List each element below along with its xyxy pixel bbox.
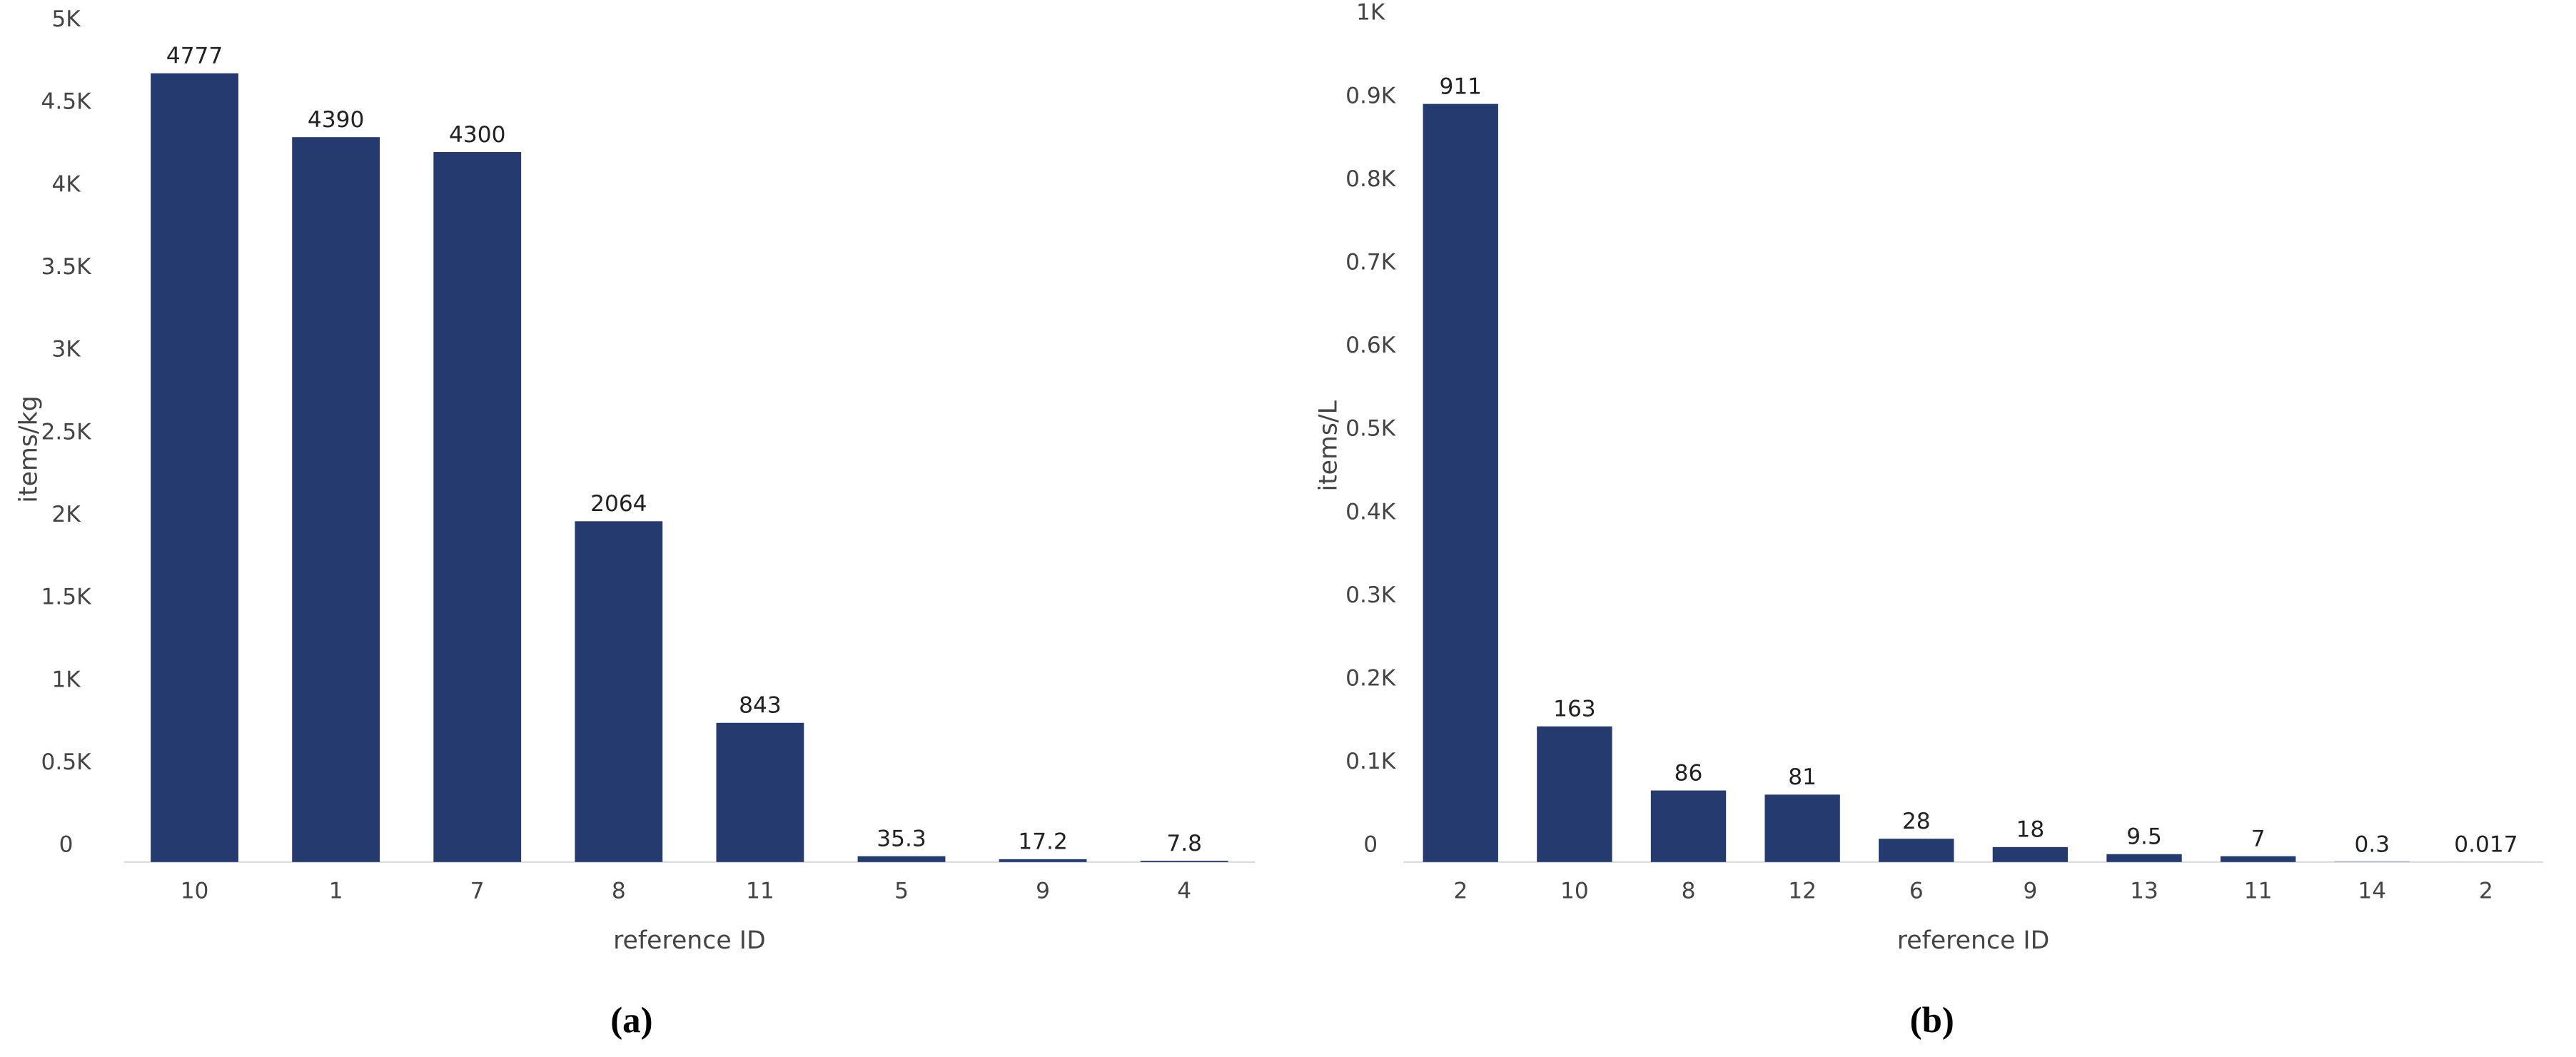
y-tick-label: 1.5K xyxy=(41,585,92,610)
y-tick-label: 4.5K xyxy=(41,89,92,115)
bar xyxy=(1650,790,1727,862)
bar xyxy=(716,722,804,862)
value-label: 163 xyxy=(1553,697,1596,722)
y-tick-label: 2K xyxy=(51,502,81,527)
value-label: 18 xyxy=(2016,817,2045,843)
y-tick-label: 1K xyxy=(1356,0,1386,26)
x-tick-label: 14 xyxy=(2358,878,2386,904)
bar xyxy=(857,856,946,862)
bar xyxy=(1537,726,1612,862)
value-label: 81 xyxy=(1788,764,1817,790)
value-label: 7.8 xyxy=(1166,831,1202,856)
y-tick-label: 0.5K xyxy=(41,749,92,775)
x-tick-label: 5 xyxy=(894,878,909,904)
y-axis-title: items/L xyxy=(1314,400,1343,491)
value-label: 0.017 xyxy=(2454,832,2517,858)
bar xyxy=(2220,856,2296,862)
x-tick-label: 1 xyxy=(329,878,343,904)
x-tick-label: 10 xyxy=(181,878,209,904)
x-tick-label: 13 xyxy=(2130,878,2158,904)
x-tick-label: 4 xyxy=(1177,878,1191,904)
x-tick-label: 2 xyxy=(1453,878,1468,904)
y-tick-label: 3.5K xyxy=(41,254,92,280)
x-tick-label: 10 xyxy=(1560,878,1589,904)
value-label: 4777 xyxy=(166,44,223,69)
value-label: 0.3 xyxy=(2354,831,2390,857)
value-label: 9.5 xyxy=(2126,824,2162,850)
y-axis-title: items/kg xyxy=(15,395,44,502)
bar xyxy=(1140,861,1228,862)
y-tick-label: 0.1K xyxy=(1345,749,1397,774)
bar xyxy=(1423,103,1498,862)
value-label: 17.2 xyxy=(1018,829,1068,855)
value-label: 4390 xyxy=(308,107,364,133)
y-tick-label: 0.4K xyxy=(1345,499,1397,525)
y-tick-label: 5K xyxy=(51,6,81,32)
x-axis-title: reference ID xyxy=(1897,926,2050,955)
y-tick-label: 2.5K xyxy=(41,419,92,445)
x-tick-label: 11 xyxy=(746,878,774,904)
bar xyxy=(292,137,380,862)
y-tick-label: 0 xyxy=(59,832,74,858)
x-tick-label: 8 xyxy=(612,878,626,904)
x-tick-label: 11 xyxy=(2244,878,2273,904)
y-tick-label: 0.2K xyxy=(1345,665,1397,691)
y-tick-label: 3K xyxy=(51,337,81,363)
value-label: 7 xyxy=(2251,826,2266,852)
y-tick-label: 0.9K xyxy=(1345,83,1397,108)
value-label: 86 xyxy=(1675,760,1703,786)
x-tick-label: 7 xyxy=(470,878,485,904)
bar xyxy=(1879,839,1954,862)
value-label: 2064 xyxy=(590,491,647,517)
caption: (b) xyxy=(1910,1001,1954,1041)
value-label: 4300 xyxy=(449,122,505,148)
y-tick-label: 0.7K xyxy=(1345,249,1397,275)
bar xyxy=(1992,846,2069,862)
y-tick-label: 0.5K xyxy=(1345,416,1397,442)
x-tick-label: 12 xyxy=(1788,878,1817,904)
y-tick-label: 0.6K xyxy=(1345,333,1397,358)
x-tick-label: 8 xyxy=(1682,878,1696,904)
y-tick-label: 0 xyxy=(1363,832,1378,858)
bar xyxy=(2106,854,2182,862)
value-label: 35.3 xyxy=(877,826,926,852)
y-tick-label: 1K xyxy=(51,667,81,692)
value-label: 843 xyxy=(739,693,782,719)
bar xyxy=(151,73,238,862)
x-tick-label: 6 xyxy=(1909,878,1924,904)
y-tick-label: 4K xyxy=(51,171,81,197)
bar xyxy=(999,859,1087,862)
y-tick-label: 0.3K xyxy=(1345,582,1397,608)
x-axis-title: reference ID xyxy=(613,926,766,955)
value-label: 911 xyxy=(1439,74,1482,99)
bar xyxy=(1764,794,1840,862)
bar xyxy=(433,152,522,862)
caption: (a) xyxy=(610,1001,652,1041)
bar xyxy=(575,521,663,862)
x-tick-label: 2 xyxy=(2479,878,2493,904)
x-tick-label: 9 xyxy=(2023,878,2037,904)
y-tick-label: 0.8K xyxy=(1345,166,1397,192)
value-label: 28 xyxy=(1902,809,1931,834)
x-tick-label: 9 xyxy=(1036,878,1050,904)
